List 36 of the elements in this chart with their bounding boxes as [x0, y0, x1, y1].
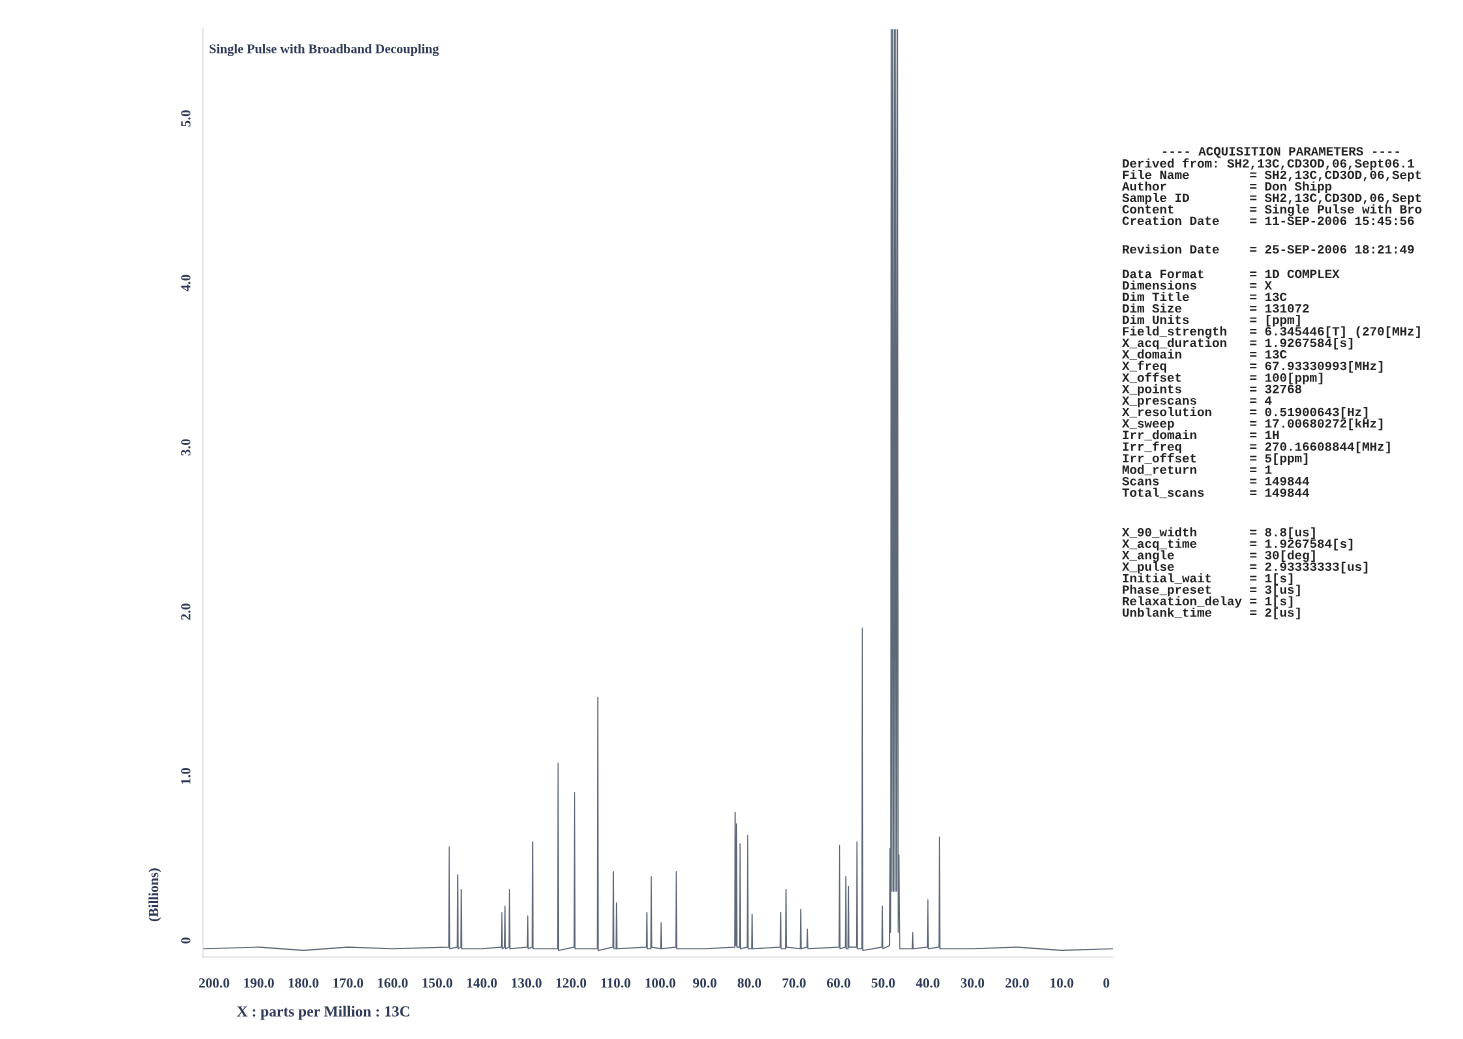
x-tick-label: 130.0 [511, 978, 542, 988]
x-tick-label: 80.0 [737, 978, 762, 988]
x-tick-label: 120.0 [556, 978, 587, 988]
text: Data Format = 1D COMPLEX Dimensions = X Dim Title = 13C Dim Size = 131072 Dim Units = [ppm] Field_strength = 6.345446[T] (270[MHz] X_acq_duration = 1.9267584[s] X_domain = 13C X_freq = 67.93330993[MHz] X_offset = 100[ppm] X_points = 32768 X_prescans = 4 X_resolution = 0.51900643[Hz] X_sweep = 17.00680272[kHz] Irr_domain = 1H Irr_freq = 270.16608844[MHz] Irr_offset = 5[ppm] Mod_return = 1 Scans = 149844 Total_scans = 149844 [1122, 269, 1420, 499]
x-tick-label: 70.0 [782, 978, 806, 988]
x-tick-label: 190.0 [244, 978, 274, 988]
x-tick-label: 160.0 [378, 978, 408, 988]
x-tick-label: 30.0 [960, 978, 985, 988]
y-tick-label: 0 [181, 937, 191, 944]
x-tick-label: 10.0 [1050, 978, 1074, 988]
text: Single Pulse with Broadband Decoupling [209, 43, 439, 57]
line-series [203, 29, 1113, 951]
x-tick-label: 100.0 [645, 978, 676, 988]
y-tick-label: 5.0 [181, 110, 191, 127]
x-axis-title: X : parts per Million : 13C [236, 1005, 410, 1020]
text: Derived from: SH2,13C,CD3OD,06,Sept06.1 File Name = SH2,13C,CD3OD,06,Sept Author = Don Shipp Sample ID = SH2,13C,CD3OD,06,Sept Content = Single Pulse with Bro Creation Date = 11-SEP-2006 15:45:56 [1122, 158, 1422, 226]
text: Revision Date = 25-SEP-2006 18:21:49 [1122, 244, 1414, 254]
x-tick-label: 180.0 [288, 978, 319, 988]
y-tick-label: 1.0 [181, 767, 191, 784]
y-tick-label: 2.0 [181, 603, 191, 620]
text: X_90_width = 8.8[us] X_acq_time = 1.9267584[s] X_angle = 30[deg] X_pulse = 2.93333333[us] Initial_wait = 1[s] Phase_preset = 3[us] Relaxation_delay = 1[s] Unblank_time = 2[us] [1122, 527, 1368, 620]
x-tick-label: 110.0 [601, 978, 631, 988]
x-tick-label: 140.0 [467, 978, 497, 988]
x-tick-label: 50.0 [871, 978, 895, 988]
x-tick-label: 40.0 [915, 978, 940, 988]
x-tick-label: 60.0 [826, 978, 851, 988]
x-tick-label: 20.0 [1005, 978, 1029, 988]
x-tick-label: 170.0 [333, 978, 364, 988]
text: ---- ACQUISITION PARAMETERS ---- [1162, 147, 1400, 158]
x-tick-label: 200.0 [199, 978, 230, 988]
y-tick-label: 3.0 [181, 439, 191, 456]
y-tick-label: 4.0 [181, 274, 191, 292]
x-tick-label: 150.0 [422, 978, 453, 988]
x-tick-label: 90.0 [693, 978, 717, 988]
y-axis-title: (Billions) [148, 868, 162, 922]
x-tick-label: 0 [1103, 978, 1110, 988]
